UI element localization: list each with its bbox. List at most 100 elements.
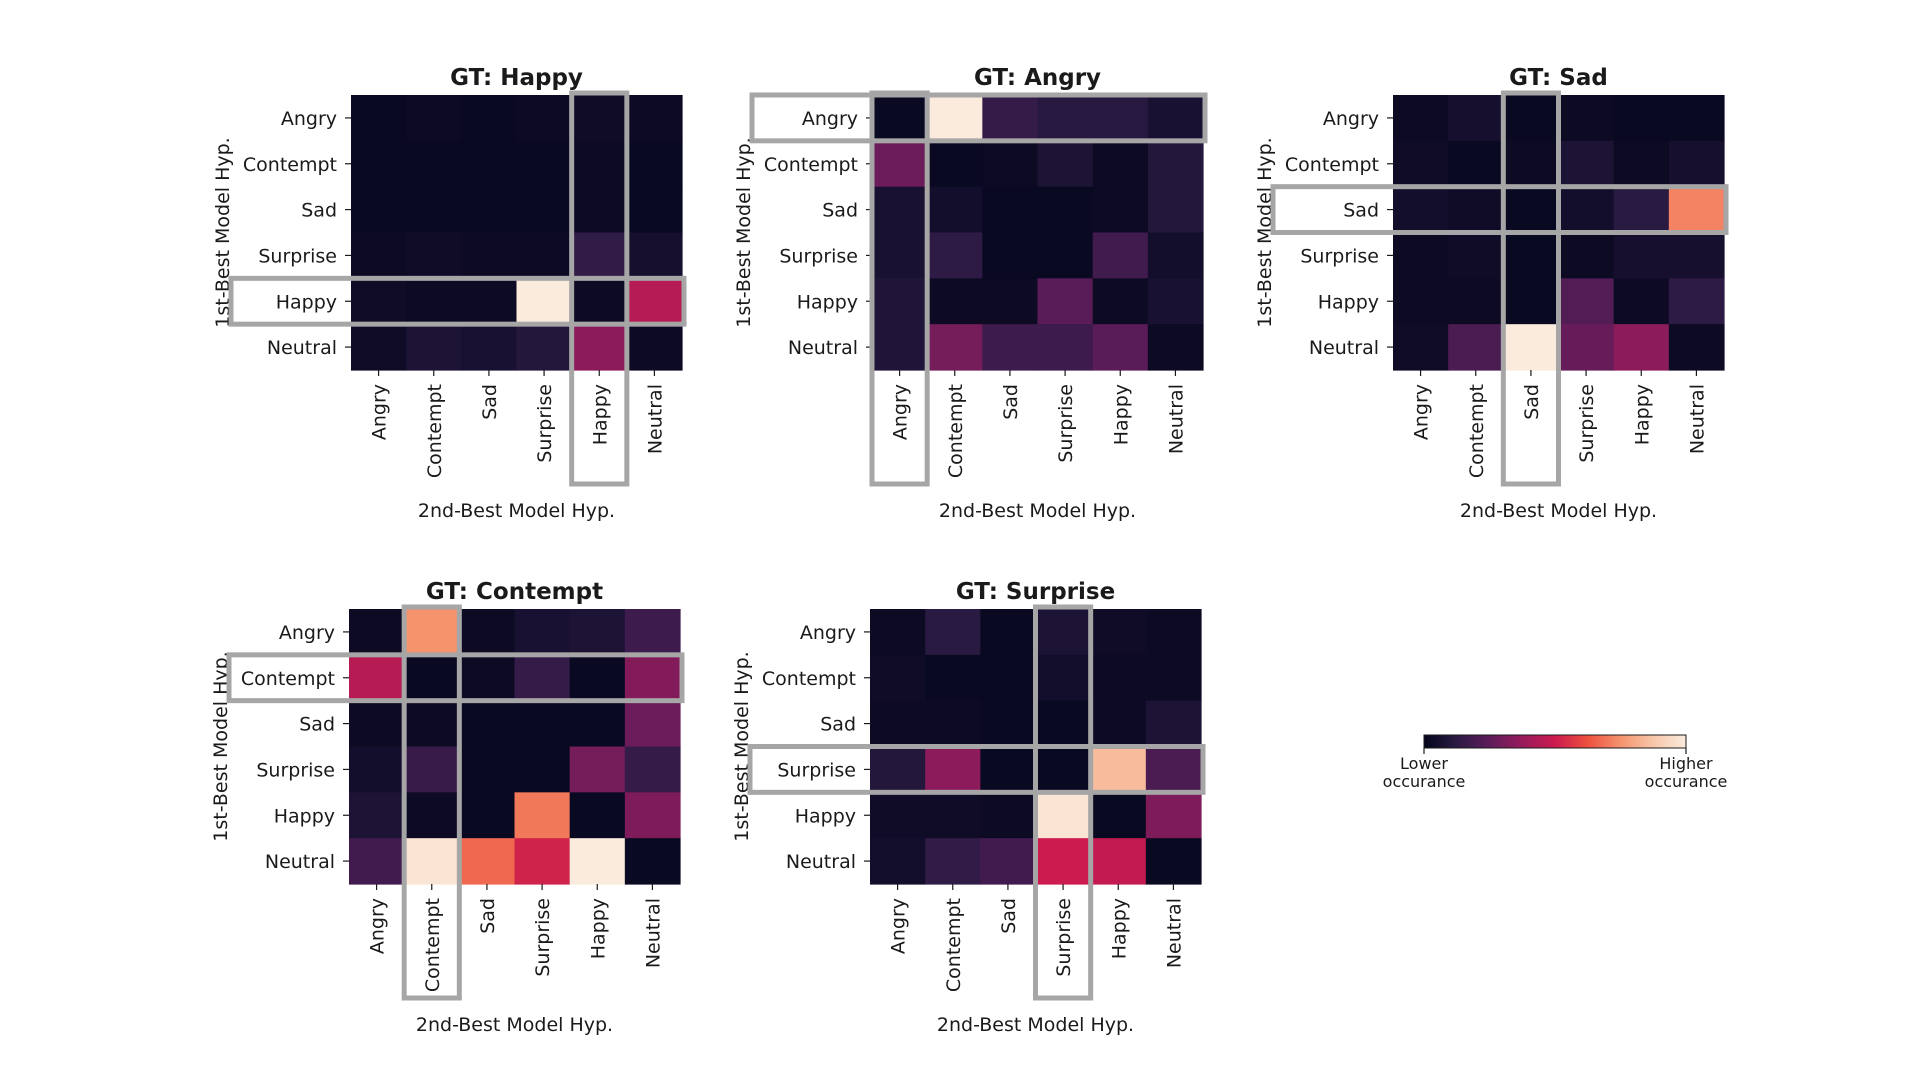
chart2-cell-r4-c0 [872, 278, 928, 325]
chart4-cell-r5-c2 [459, 838, 516, 885]
chart4-cell-r3-c3 [514, 746, 571, 793]
chart3-cell-r1-c4 [1613, 140, 1670, 188]
chart4-highlight-col-box [401, 604, 462, 1001]
chart4-xtick-label: Surprise [532, 898, 554, 977]
chart4-cell-r3-c2 [459, 746, 516, 793]
chart2-cell-r4-c4 [1092, 278, 1149, 325]
chart5-cell-r1-c2 [980, 654, 1037, 702]
chart2-cell-r3-c3 [1037, 232, 1094, 279]
chart4-cell-r2-c4 [569, 700, 626, 748]
chart4-cell-r5-c4 [569, 838, 626, 885]
chart4-cell-r1-c2 [459, 654, 516, 702]
chart4-ytick-label: Surprise [256, 759, 335, 781]
chart4-ytick-label: Sad [299, 714, 335, 736]
chart1-cell-r1-c2 [461, 140, 518, 188]
chart2-cell-r0-c1 [927, 95, 983, 142]
chart3-cell-r4-c1 [1448, 278, 1504, 325]
chart5-cell-r1-c5 [1145, 654, 1202, 702]
chart1-cell-r2-c3 [516, 186, 573, 234]
chart3-cell-r5-c2 [1503, 324, 1560, 371]
chart3-cell-r4-c2 [1503, 278, 1560, 325]
chart3-ytick-label: Contempt [1285, 154, 1379, 176]
chart4-cell-r4-c4 [569, 792, 626, 839]
chart4-cell-r1-c3 [514, 654, 571, 702]
chart2-cell-r2-c4 [1092, 186, 1149, 234]
chart1-cell-r0-c3 [516, 95, 573, 142]
chart1-cell-r1-c1 [406, 140, 462, 188]
chart2-xtick-label: Neutral [1165, 384, 1187, 454]
chart3-ytick-label: Neutral [1309, 337, 1379, 359]
chart3-cell-r2-c2 [1503, 186, 1560, 234]
chart2-ytick-label: Angry [802, 108, 858, 130]
chart1-cell-r4-c1 [406, 278, 462, 325]
chart3-xtick-label: Angry [1411, 384, 1433, 440]
chart5-cell-r0-c3 [1035, 609, 1092, 656]
chart2-cell-r4-c5 [1147, 278, 1204, 325]
chart5-cell-r0-c4 [1090, 609, 1147, 656]
chart3-xlabel: 2nd-Best Model Hyp. [1460, 500, 1657, 522]
chart5-xtick-label: Neutral [1163, 898, 1185, 968]
chart1-cell-r3-c1 [406, 232, 462, 279]
chart1-cell-r3-c4 [571, 232, 628, 279]
chart4-highlight-row-box [226, 652, 685, 704]
chart5-cell-r0-c1 [925, 609, 981, 656]
chart1-ytick-label: Angry [281, 108, 337, 130]
chart2-cell-r0-c5 [1147, 95, 1204, 142]
chart5-xtick-label: Angry [888, 898, 910, 954]
colorbar-low-label-1: Lower [1400, 754, 1448, 773]
chart1-highlight-col-box [569, 90, 630, 487]
chart4-cell-r2-c0 [349, 700, 405, 748]
chart5-title: GT: Surprise [956, 579, 1115, 605]
chart5-cell-r5-c4 [1090, 838, 1147, 885]
chart2-ytick-label: Surprise [779, 245, 858, 267]
chart1-xtick-label: Happy [589, 384, 611, 445]
chart4-cell-r5-c3 [514, 838, 571, 885]
chart2-xtick-label: Contempt [945, 384, 967, 478]
chart2-xtick-label: Happy [1110, 384, 1132, 445]
chart3-cell-r2-c0 [1393, 186, 1449, 234]
chart1-cell-r2-c0 [351, 186, 407, 234]
chart3-xtick-label: Happy [1631, 384, 1653, 445]
chart2-cell-r5-c5 [1147, 324, 1204, 371]
chart5-cell-r3-c1 [925, 746, 981, 793]
chart5-cell-r2-c4 [1090, 700, 1147, 748]
chart2-cell-r0-c0 [872, 95, 928, 142]
chart2-cell-r5-c4 [1092, 324, 1149, 371]
chart5-xtick-label: Happy [1108, 898, 1130, 959]
colorbar-high-label-2: occurance [1645, 772, 1728, 791]
chart5-xtick-label: Surprise [1053, 898, 1075, 977]
chart3-cell-r5-c1 [1448, 324, 1504, 371]
chart1-cell-r4-c5 [626, 278, 683, 325]
chart1-xtick-label: Sad [479, 384, 501, 420]
chart3-cell-r1-c2 [1503, 140, 1560, 188]
chart5-ytick-label: Angry [800, 622, 856, 644]
chart3-cell-r2-c4 [1613, 186, 1670, 234]
chart2-cell-r5-c2 [982, 324, 1039, 371]
chart2-xlabel: 2nd-Best Model Hyp. [939, 500, 1136, 522]
chart2-cell-r4-c1 [927, 278, 983, 325]
chart5-cell-r1-c4 [1090, 654, 1147, 702]
chart5-cell-r4-c1 [925, 792, 981, 839]
chart5-cell-r1-c1 [925, 654, 981, 702]
chart3-cell-r5-c0 [1393, 324, 1449, 371]
chart1-cell-r5-c3 [516, 324, 573, 371]
chart2-cell-r3-c1 [927, 232, 983, 279]
chart5-xlabel: 2nd-Best Model Hyp. [937, 1014, 1134, 1036]
chart2-highlight-col-box [869, 90, 930, 487]
chart3-cell-r3-c1 [1448, 232, 1504, 279]
chart3-cell-r0-c3 [1558, 95, 1615, 142]
chart3-cell-r1-c1 [1448, 140, 1504, 188]
chart1-cell-r4-c4 [571, 278, 628, 325]
chart2-cell-r1-c3 [1037, 140, 1094, 188]
chart2-cell-r1-c4 [1092, 140, 1149, 188]
chart5-ytick-label: Neutral [786, 851, 856, 873]
chart4-cell-r2-c5 [624, 700, 681, 748]
chart3-ytick-label: Angry [1323, 108, 1379, 130]
chart5-cell-r2-c5 [1145, 700, 1202, 748]
chart3-cell-r0-c5 [1668, 95, 1725, 142]
chart5-cell-r2-c2 [980, 700, 1037, 748]
chart4-cell-r5-c1 [404, 838, 460, 885]
colorbar [1423, 734, 1687, 749]
chart2-ytick-label: Contempt [764, 154, 858, 176]
